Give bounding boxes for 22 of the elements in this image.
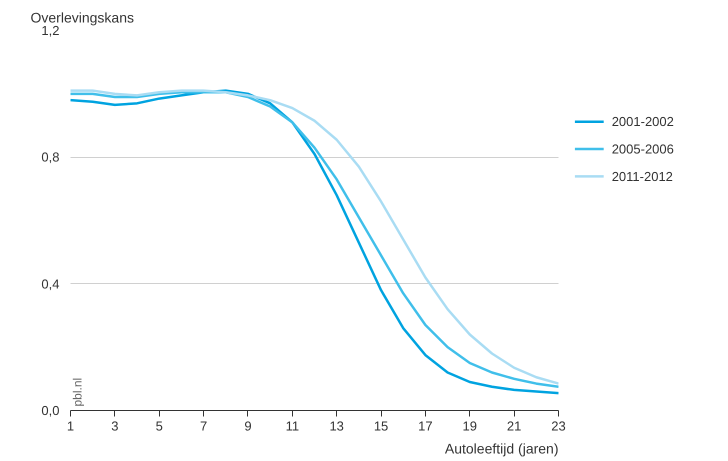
x-tick-label: 5: [156, 418, 163, 434]
annotation: pbl.nl: [70, 378, 84, 406]
x-tick-label: 13: [329, 418, 344, 434]
x-tick-label: 19: [462, 418, 478, 434]
y-tick-label: 0,0: [41, 403, 60, 418]
x-tick-label: 11: [286, 418, 300, 434]
x-tick-label: 21: [506, 418, 522, 434]
x-tick-label: 9: [244, 418, 252, 434]
x-tick-label: 23: [551, 418, 566, 434]
y-tick-label: 0,4: [41, 276, 60, 292]
y-axis-title: Overlevingskans: [30, 10, 134, 26]
x-tick-label: 1: [66, 418, 74, 434]
x-axis-title: Autoleeftijd (jaren): [444, 440, 559, 456]
x-tick-label: 7: [200, 418, 208, 434]
legend-label: 2005-2006: [612, 142, 674, 157]
x-tick-label: 3: [111, 418, 118, 434]
y-tick-label: 1,2: [41, 23, 60, 38]
legend-label: 2011-2012: [612, 168, 673, 184]
legend-label: 2001-2002: [612, 114, 674, 130]
x-tick-label: 15: [374, 418, 388, 434]
y-tick-label: 0,8: [41, 150, 60, 165]
x-tick-label: 17: [418, 418, 433, 434]
